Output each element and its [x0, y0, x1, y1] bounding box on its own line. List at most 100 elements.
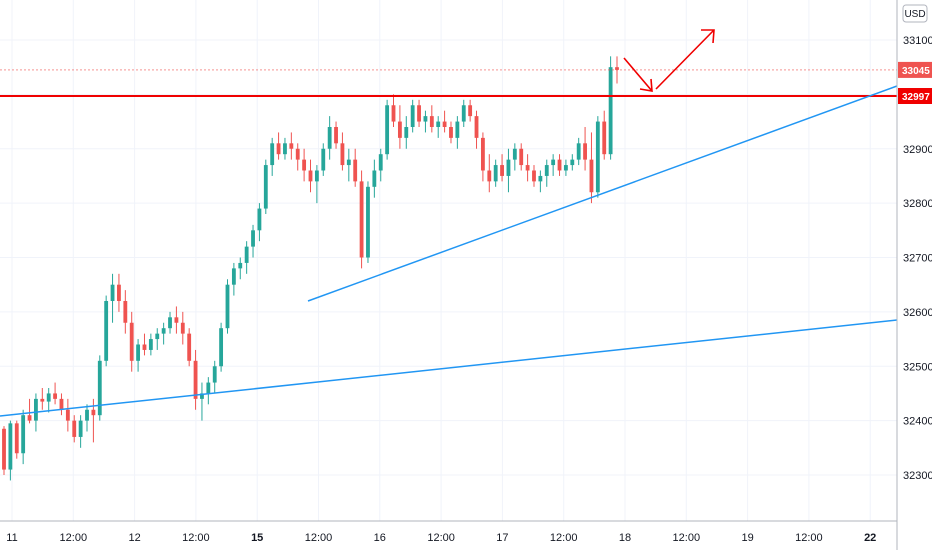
- price-tick-label: 32900: [903, 144, 932, 156]
- drawings: [0, 29, 898, 417]
- candle: [551, 154, 556, 176]
- candle: [174, 306, 179, 334]
- currency-label: USD: [904, 9, 925, 20]
- candle: [8, 420, 13, 481]
- candle: [608, 56, 613, 160]
- trendline-upper[interactable]: [307, 85, 898, 302]
- candle: [404, 116, 409, 149]
- candle: [602, 110, 607, 160]
- candle: [461, 99, 466, 127]
- candle: [327, 116, 332, 160]
- candle: [378, 148, 383, 182]
- candle: [168, 311, 172, 334]
- candle: [78, 415, 83, 448]
- candle: [257, 203, 262, 242]
- candle: [225, 279, 230, 334]
- candle: [340, 132, 345, 171]
- time-tick-label: 12:00: [182, 532, 210, 544]
- price-label: 32997: [898, 88, 932, 105]
- candle: [353, 148, 358, 187]
- time-tick-label: 12:00: [305, 532, 333, 544]
- candle: [244, 241, 249, 274]
- candle: [468, 99, 473, 122]
- candle: [187, 328, 192, 367]
- time-tick-label: 12:00: [550, 532, 578, 544]
- time-tick-label: 12:00: [673, 532, 701, 544]
- arrow-up-icon[interactable]: [655, 29, 715, 90]
- candle: [295, 143, 300, 171]
- candle: [219, 322, 224, 372]
- candle: [321, 143, 326, 176]
- candle: [532, 165, 536, 187]
- candles: [2, 56, 619, 481]
- price-tick-label: 32800: [903, 198, 932, 210]
- time-tick-label: 15: [251, 532, 263, 544]
- time-tick-label: 12:00: [795, 532, 823, 544]
- time-tick-label: 16: [374, 532, 386, 544]
- price-tick-label: 32300: [903, 470, 932, 482]
- candle: [423, 110, 428, 133]
- currency-badge[interactable]: USD: [902, 4, 928, 23]
- candle: [238, 257, 243, 280]
- price-tick-label: 33100: [903, 35, 932, 47]
- candle: [474, 110, 479, 149]
- candle: [14, 420, 19, 459]
- candle: [263, 159, 268, 214]
- price-tick-label: 32400: [903, 416, 932, 428]
- price-tick-label: 32600: [903, 307, 932, 319]
- candle: [442, 110, 447, 133]
- candle: [346, 148, 351, 182]
- candle: [283, 137, 287, 160]
- arrow-down-icon[interactable]: [623, 57, 653, 92]
- candle: [410, 99, 415, 133]
- candle: [59, 393, 64, 416]
- candle: [557, 154, 562, 176]
- candle: [27, 398, 32, 424]
- price-labels: 33045 32997: [898, 61, 932, 105]
- price-tick-label: 32700: [903, 253, 932, 265]
- candle: [385, 99, 390, 160]
- candle: [455, 116, 460, 149]
- candle: [429, 105, 434, 133]
- candle: [212, 360, 217, 394]
- candle: [206, 377, 211, 405]
- candle: [136, 339, 141, 372]
- candle: [570, 154, 575, 171]
- trendline-lower[interactable]: [0, 319, 898, 417]
- price-tick-label: 32500: [903, 361, 932, 373]
- candle: [500, 154, 504, 182]
- candle: [200, 382, 204, 421]
- candle: [53, 382, 57, 405]
- candle: [519, 143, 524, 171]
- time-tick-label: 18: [619, 532, 631, 544]
- candle: [506, 148, 511, 193]
- time-axis[interactable]: 11 12:00 12 12:00 15 12:00 16 12:00 17 12:00 18 12:…: [6, 532, 876, 544]
- candle: [142, 333, 147, 356]
- time-tick-label: 12: [128, 532, 140, 544]
- price-label: 33045: [898, 61, 932, 78]
- candle: [123, 290, 128, 334]
- candle: [493, 159, 498, 187]
- candle: [21, 409, 26, 465]
- candle: [97, 355, 102, 421]
- candle: [334, 121, 338, 149]
- candle: [117, 273, 121, 312]
- time-tick-label: 22: [864, 532, 876, 544]
- candle: [104, 295, 109, 367]
- candle: [289, 132, 294, 160]
- candle: [251, 224, 255, 258]
- candle: [391, 94, 396, 127]
- candle: [512, 143, 517, 171]
- candle: [564, 159, 568, 176]
- candle: [480, 132, 485, 182]
- time-tick-label: 12:00: [427, 532, 455, 544]
- candle: [538, 170, 543, 193]
- candle: [314, 165, 319, 204]
- candle: [544, 159, 549, 187]
- candle: [155, 328, 160, 350]
- candle: [148, 333, 153, 356]
- grid-lines: [0, 0, 897, 521]
